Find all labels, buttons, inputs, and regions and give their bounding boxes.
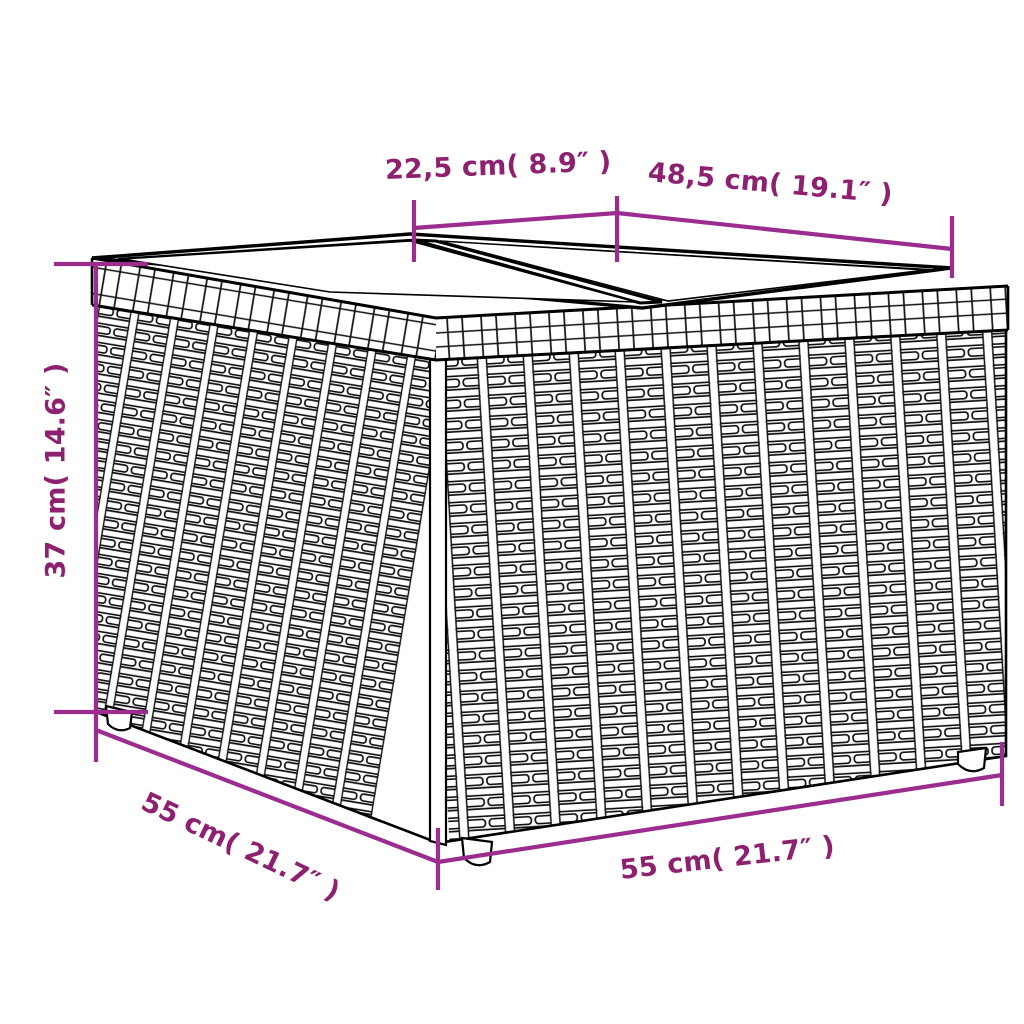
glass-panel-right: [439, 240, 927, 302]
dimline-depth: [93, 700, 441, 890]
dimline-width: [437, 742, 1005, 865]
dimline-top-right: [616, 210, 955, 278]
glass-panel-left: [121, 240, 637, 303]
table-body: [90, 232, 1010, 867]
dimline-height: [54, 261, 148, 715]
corner-post: [428, 342, 448, 847]
table-front-face: [436, 310, 1008, 845]
dimension-label-height: 37 cm( 14.6″ ): [40, 362, 72, 579]
table-top-frame: [91, 232, 953, 310]
dimline-top-left: [411, 196, 620, 262]
dimension-lines: [54, 196, 1005, 890]
